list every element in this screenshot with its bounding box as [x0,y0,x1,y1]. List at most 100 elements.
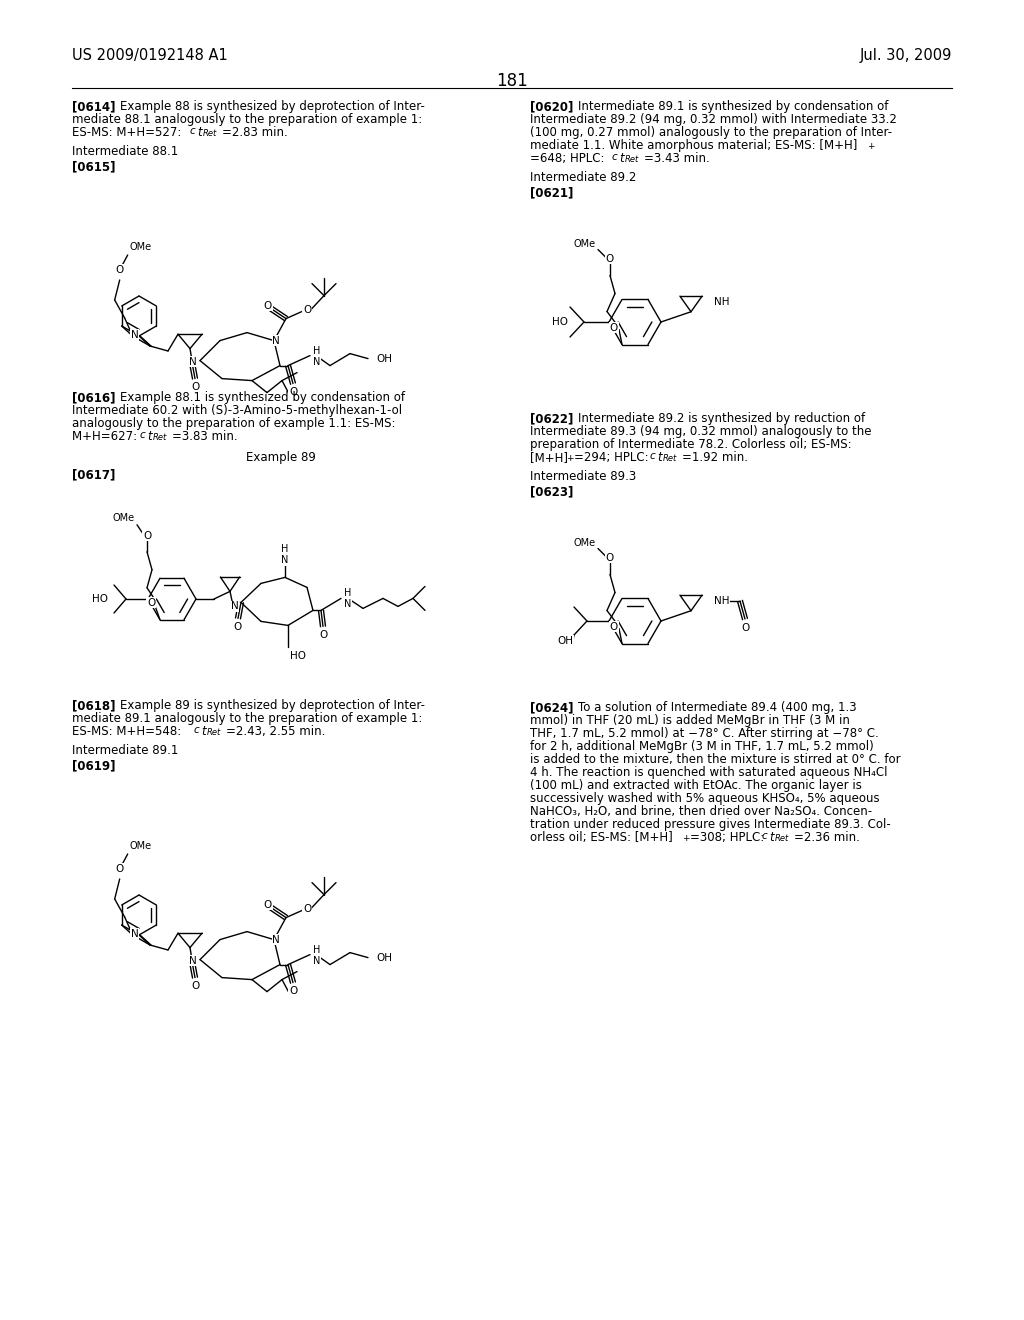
Text: mmol) in THF (20 mL) is added MeMgBr in THF (3 M in: mmol) in THF (20 mL) is added MeMgBr in … [530,714,850,727]
Text: O: O [303,305,311,314]
Text: +: + [867,143,874,150]
Text: Intermediate 89.2: Intermediate 89.2 [530,172,636,183]
Text: t: t [618,152,624,165]
Text: c: c [194,725,200,735]
Text: OMe: OMe [573,239,596,248]
Text: Ret: Ret [203,129,217,139]
Text: [0614]: [0614] [72,100,116,114]
Text: t: t [147,430,152,444]
Text: O: O [143,531,152,541]
Text: t: t [657,451,662,465]
Text: THF, 1.7 mL, 5.2 mmol) at −78° C. After stirring at −78° C.: THF, 1.7 mL, 5.2 mmol) at −78° C. After … [530,727,879,741]
Text: N: N [131,929,138,939]
Text: Example 88.1 is synthesized by condensation of: Example 88.1 is synthesized by condensat… [120,391,406,404]
Text: US 2009/0192148 A1: US 2009/0192148 A1 [72,48,227,63]
Text: (100 mL) and extracted with EtOAc. The organic layer is: (100 mL) and extracted with EtOAc. The o… [530,779,862,792]
Text: +: + [682,834,689,843]
Text: tration under reduced pressure gives Intermediate 89.3. Col-: tration under reduced pressure gives Int… [530,818,891,832]
Text: t: t [201,725,206,738]
Text: H
N: H N [313,346,321,367]
Text: ES-MS: M+H=548:: ES-MS: M+H=548: [72,725,185,738]
Text: O: O [264,301,272,310]
Text: [0619]: [0619] [72,759,116,772]
Text: NaHCO₃, H₂O, and brine, then dried over Na₂SO₄. Concen-: NaHCO₃, H₂O, and brine, then dried over … [530,805,872,818]
Text: O: O [233,623,242,632]
Text: Jul. 30, 2009: Jul. 30, 2009 [859,48,952,63]
Text: c: c [762,832,768,841]
Text: [0622]: [0622] [530,412,573,425]
Text: HO: HO [552,317,568,327]
Text: O: O [190,981,199,990]
Text: Example 89: Example 89 [246,451,316,465]
Text: H
N: H N [344,587,351,610]
Text: N: N [272,335,280,346]
Text: +: + [566,454,573,463]
Text: Intermediate 89.2 (94 mg, 0.32 mmol) with Intermediate 33.2: Intermediate 89.2 (94 mg, 0.32 mmol) wit… [530,114,897,125]
Text: O: O [116,865,124,874]
Text: [0623]: [0623] [530,484,573,498]
Text: Ret: Ret [207,729,221,737]
Text: N: N [131,330,138,341]
Text: =2.43, 2.55 min.: =2.43, 2.55 min. [226,725,326,738]
Text: Ret: Ret [153,433,167,442]
Text: O: O [318,631,327,640]
Text: [0618]: [0618] [72,700,116,711]
Text: Ret: Ret [775,834,790,843]
Text: OH: OH [376,953,392,962]
Text: HO: HO [290,651,306,661]
Text: Ret: Ret [625,154,639,164]
Text: mediate 1.1. White amorphous material; ES-MS: [M+H]: mediate 1.1. White amorphous material; E… [530,139,857,152]
Text: O: O [606,253,614,264]
Text: c: c [190,125,196,136]
Text: is added to the mixture, then the mixture is stirred at 0° C. for: is added to the mixture, then the mixtur… [530,752,901,766]
Text: Ret: Ret [663,454,677,463]
Text: OMe: OMe [130,841,152,851]
Text: OMe: OMe [113,512,135,523]
Text: O: O [264,900,272,909]
Text: =2.36 min.: =2.36 min. [794,832,860,843]
Text: H
N: H N [313,945,321,966]
Text: [0624]: [0624] [530,701,573,714]
Text: N: N [189,956,197,966]
Text: Example 89 is synthesized by deprotection of Inter-: Example 89 is synthesized by deprotectio… [120,700,425,711]
Text: Example 88 is synthesized by deprotection of Inter-: Example 88 is synthesized by deprotectio… [120,100,425,114]
Text: c: c [140,430,145,440]
Text: O: O [146,598,155,607]
Text: O: O [303,904,311,913]
Text: [0620]: [0620] [530,100,573,114]
Text: [0615]: [0615] [72,160,116,173]
Text: [0621]: [0621] [530,186,573,199]
Text: N: N [231,602,239,611]
Text: OH: OH [557,636,573,645]
Text: NH: NH [714,597,729,606]
Text: =648; HPLC:: =648; HPLC: [530,152,608,165]
Text: O: O [606,553,614,562]
Text: OMe: OMe [573,537,596,548]
Text: =308; HPLC:: =308; HPLC: [690,832,768,843]
Text: [0616]: [0616] [72,391,116,404]
Text: Intermediate 60.2 with (S)-3-Amino-5-methylhexan-1-ol: Intermediate 60.2 with (S)-3-Amino-5-met… [72,404,402,417]
Text: M+H=627:: M+H=627: [72,430,141,444]
Text: mediate 89.1 analogously to the preparation of example 1:: mediate 89.1 analogously to the preparat… [72,711,422,725]
Text: O: O [190,381,199,392]
Text: O: O [289,986,297,995]
Text: ES-MS: M+H=527:: ES-MS: M+H=527: [72,125,185,139]
Text: OH: OH [376,354,392,363]
Text: Intermediate 89.2 is synthesized by reduction of: Intermediate 89.2 is synthesized by redu… [578,412,865,425]
Text: O: O [116,265,124,275]
Text: t: t [769,832,773,843]
Text: To a solution of Intermediate 89.4 (400 mg, 1.3: To a solution of Intermediate 89.4 (400 … [578,701,857,714]
Text: OMe: OMe [130,242,152,252]
Text: =1.92 min.: =1.92 min. [682,451,748,465]
Text: O: O [610,622,618,631]
Text: Intermediate 89.1 is synthesized by condensation of: Intermediate 89.1 is synthesized by cond… [578,100,889,114]
Text: =2.83 min.: =2.83 min. [222,125,288,139]
Text: analogously to the preparation of example 1.1: ES-MS:: analogously to the preparation of exampl… [72,417,395,430]
Text: successively washed with 5% aqueous KHSO₄, 5% aqueous: successively washed with 5% aqueous KHSO… [530,792,880,805]
Text: Intermediate 89.3 (94 mg, 0.32 mmol) analogously to the: Intermediate 89.3 (94 mg, 0.32 mmol) ana… [530,425,871,438]
Text: O: O [610,322,618,333]
Text: =3.43 min.: =3.43 min. [644,152,710,165]
Text: Intermediate 89.1: Intermediate 89.1 [72,744,178,756]
Text: O: O [741,623,750,634]
Text: O: O [289,387,297,396]
